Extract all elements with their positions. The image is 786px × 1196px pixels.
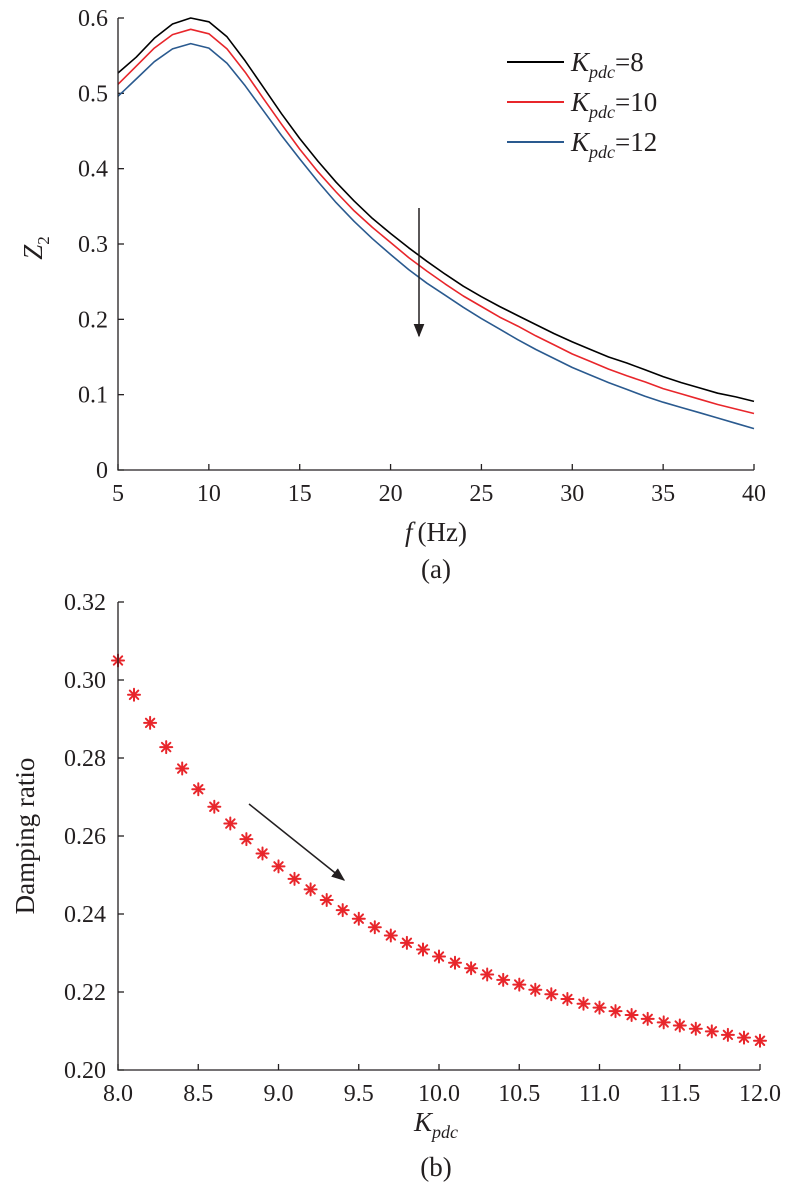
data-point xyxy=(271,859,286,874)
data-point xyxy=(624,1008,639,1022)
data-point xyxy=(528,982,543,997)
data-point xyxy=(753,1033,767,1048)
legend-label-kpdc-12: Kpdc=12 xyxy=(570,127,657,162)
panel-b-y-ticks: 0.20 0.22 0.24 0.26 0.28 0.30 0.32 xyxy=(64,590,124,1084)
panel-b-points xyxy=(111,653,767,1048)
x-tick-label: 11.5 xyxy=(659,1081,700,1107)
x-tick-label: 10.5 xyxy=(498,1081,540,1107)
data-point xyxy=(207,799,222,814)
series-line-kpdc-10 xyxy=(117,28,755,415)
x-tick-label: 20 xyxy=(379,481,403,507)
data-point xyxy=(464,961,479,976)
panel-b-y-axis-label: Damping ratio xyxy=(10,758,40,915)
data-point xyxy=(448,955,462,970)
panel-b-axes xyxy=(117,602,760,1071)
panel-b-trend-arrow xyxy=(248,803,346,881)
data-point xyxy=(287,871,302,886)
data-point xyxy=(608,1004,623,1019)
data-point xyxy=(720,1027,735,1042)
panel-a: 0 0.1 0.2 0.3 0.4 0.5 0.6 5 10 15 20 25 30 35 40 Z2 f… xyxy=(18,6,766,584)
data-point xyxy=(416,942,430,957)
panel-a-series xyxy=(117,17,755,430)
panel-b-label: (b) xyxy=(420,1152,451,1182)
x-tick-label: 9.0 xyxy=(264,1081,294,1107)
y-tick-label: 0.24 xyxy=(64,902,106,928)
x-tick-label: 8.5 xyxy=(183,1081,213,1107)
y-tick-label: 0.6 xyxy=(78,6,108,32)
data-point xyxy=(223,816,238,831)
data-point xyxy=(576,996,591,1011)
data-point xyxy=(335,903,350,918)
series-line-kpdc-12 xyxy=(117,42,755,430)
data-point xyxy=(303,882,318,897)
data-point xyxy=(319,893,334,907)
y-tick-label: 0.5 xyxy=(78,81,108,107)
data-point xyxy=(480,967,495,982)
y-tick-label: 0.30 xyxy=(64,668,106,694)
y-tick-label: 0.26 xyxy=(64,824,106,850)
y-tick-label: 0.28 xyxy=(64,746,106,772)
data-point xyxy=(127,687,141,702)
data-point xyxy=(656,1015,671,1030)
x-tick-label: 10.0 xyxy=(418,1081,460,1107)
panel-a-y-axis-label: Z2 xyxy=(18,236,53,260)
x-tick-label: 10 xyxy=(197,481,221,507)
data-point xyxy=(159,740,174,755)
data-point xyxy=(704,1024,719,1039)
data-point xyxy=(367,920,382,935)
data-point xyxy=(383,928,398,943)
data-point xyxy=(688,1021,703,1036)
data-point xyxy=(737,1030,751,1045)
y-tick-label: 0.4 xyxy=(78,157,108,183)
data-point xyxy=(239,832,254,847)
data-point xyxy=(592,1000,607,1015)
series-line-kpdc-8 xyxy=(117,17,755,403)
data-point xyxy=(672,1018,687,1033)
panel-b-x-ticks: 8.0 8.5 9.0 9.5 10.0 10.5 11.0 11.5 12.0 xyxy=(103,1064,781,1107)
data-point xyxy=(544,987,559,1002)
panel-a-legend: Kpdc=8 Kpdc=10 Kpdc=12 xyxy=(507,47,657,162)
x-tick-label: 35 xyxy=(651,481,675,507)
x-tick-label: 8.0 xyxy=(103,1081,133,1107)
x-tick-label: 5 xyxy=(112,481,124,507)
panel-a-label: (a) xyxy=(421,554,451,584)
y-tick-label: 0.2 xyxy=(78,307,108,333)
x-tick-label: 30 xyxy=(560,481,584,507)
x-tick-label: 11.0 xyxy=(579,1081,620,1107)
data-point xyxy=(640,1011,655,1026)
data-point xyxy=(191,782,206,797)
y-tick-label: 0 xyxy=(96,458,108,484)
x-tick-label: 15 xyxy=(288,481,312,507)
y-tick-label: 0.20 xyxy=(64,1058,106,1084)
panel-a-y-ticks: 0 0.1 0.2 0.3 0.4 0.5 0.6 xyxy=(78,6,124,484)
data-point xyxy=(175,761,190,776)
data-point xyxy=(399,935,414,950)
panel-a-axes xyxy=(117,18,754,471)
panel-b: 0.20 0.22 0.24 0.26 0.28 0.30 0.32 8.0 8.5 9.0 9.… xyxy=(10,590,781,1182)
legend-label-kpdc-10: Kpdc=10 xyxy=(570,87,657,122)
x-tick-label: 25 xyxy=(469,481,493,507)
panel-a-x-ticks: 5 10 15 20 25 30 35 40 xyxy=(112,464,766,507)
legend-label-kpdc-8: Kpdc=8 xyxy=(570,47,644,82)
x-tick-label: 40 xyxy=(742,481,766,507)
data-point xyxy=(351,911,366,926)
y-tick-label: 0.22 xyxy=(64,980,106,1006)
data-point xyxy=(432,949,446,964)
data-point xyxy=(560,992,575,1006)
data-point xyxy=(512,977,527,992)
y-tick-label: 0.32 xyxy=(64,590,106,616)
x-tick-label: 12.0 xyxy=(739,1081,781,1107)
panel-b-x-axis-label: Kpdc xyxy=(413,1107,458,1142)
data-point xyxy=(255,846,270,861)
data-point xyxy=(143,715,158,730)
x-tick-label: 9.5 xyxy=(344,1081,374,1107)
panel-a-x-axis-label: f (Hz) xyxy=(405,517,467,547)
y-tick-label: 0.1 xyxy=(78,383,108,409)
y-tick-label: 0.3 xyxy=(78,232,108,258)
data-point xyxy=(496,972,511,987)
